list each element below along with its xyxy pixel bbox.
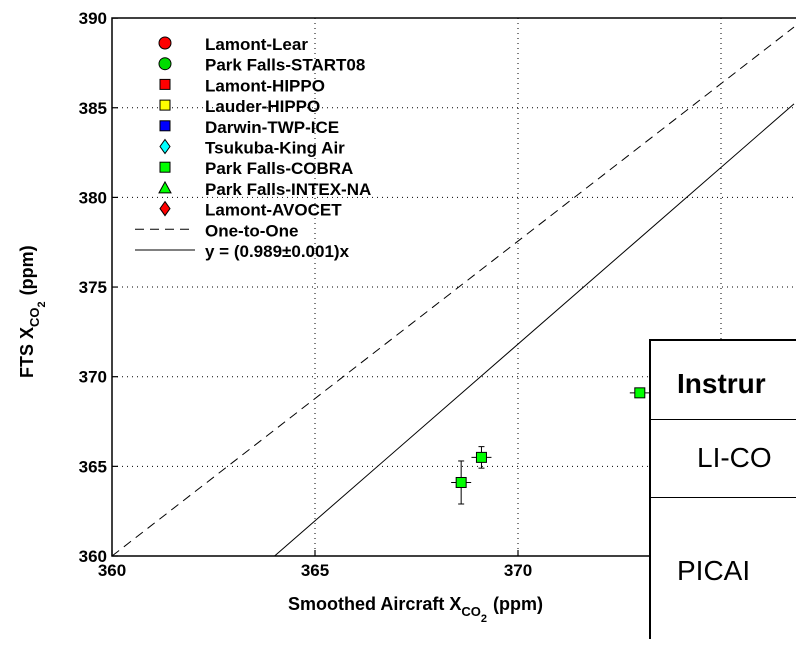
y-tick-label: 360 (79, 547, 107, 566)
legend-label: Park Falls-INTEX-NA (205, 180, 371, 199)
y-tick-label: 390 (79, 9, 107, 28)
legend-marker (158, 57, 172, 71)
legend-label: Lamont-HIPPO (205, 76, 325, 95)
y-tick-label: 365 (79, 457, 107, 476)
y-axis-ticks: 360 365 370 375 380 385 390 (79, 9, 118, 566)
legend-marker (159, 138, 171, 155)
y-axis-label: FTS XCO2(ppm) (17, 245, 48, 378)
table-header-cell: Instrur (651, 341, 796, 420)
x-tick-label: 360 (98, 561, 126, 580)
legend-marker (159, 161, 171, 173)
legend-label: Lamont-AVOCET (205, 201, 342, 220)
y-tick-label: 370 (79, 368, 107, 387)
x-tick-label: 370 (504, 561, 532, 580)
x-axis-label: Smoothed Aircraft XCO2(ppm) (288, 594, 543, 625)
legend: Lamont-Lear Park Falls-START08Lamont-HIPP… (135, 35, 371, 261)
legend-label: Lauder-HIPPO (205, 97, 320, 116)
one-to-one-line (111, 26, 795, 557)
data-point (634, 387, 646, 399)
data-point (475, 451, 487, 463)
legend-label: Park Falls-START08 (205, 56, 365, 75)
y-tick-label: 375 (79, 278, 107, 297)
x-tick-label: 365 (301, 561, 329, 580)
legend-marker (159, 120, 171, 132)
legend-label: Darwin-TWP-ICE (205, 118, 339, 137)
fit-line (274, 103, 795, 557)
legend-marker (159, 200, 171, 217)
legend-marker (158, 180, 172, 194)
legend-label: One-to-One (205, 221, 299, 240)
data-point (455, 476, 467, 488)
legend-marker (159, 78, 171, 90)
table-cell: LI-CO (651, 420, 796, 498)
legend-label: Lamont-Lear (205, 35, 308, 54)
fit-lines (111, 26, 795, 557)
y-tick-label: 385 (79, 99, 107, 118)
legend-label: Tsukuba-King Air (205, 139, 345, 158)
y-tick-label: 380 (79, 188, 107, 207)
table-cell: PICAI (677, 555, 751, 586)
legend-label: y = (0.989±0.001)x (205, 242, 350, 261)
legend-marker (159, 99, 171, 111)
legend-marker (158, 36, 172, 50)
overlay-table: Instrur LI-CO PICAI (649, 339, 796, 639)
legend-label: Park Falls-COBRA (205, 159, 353, 178)
